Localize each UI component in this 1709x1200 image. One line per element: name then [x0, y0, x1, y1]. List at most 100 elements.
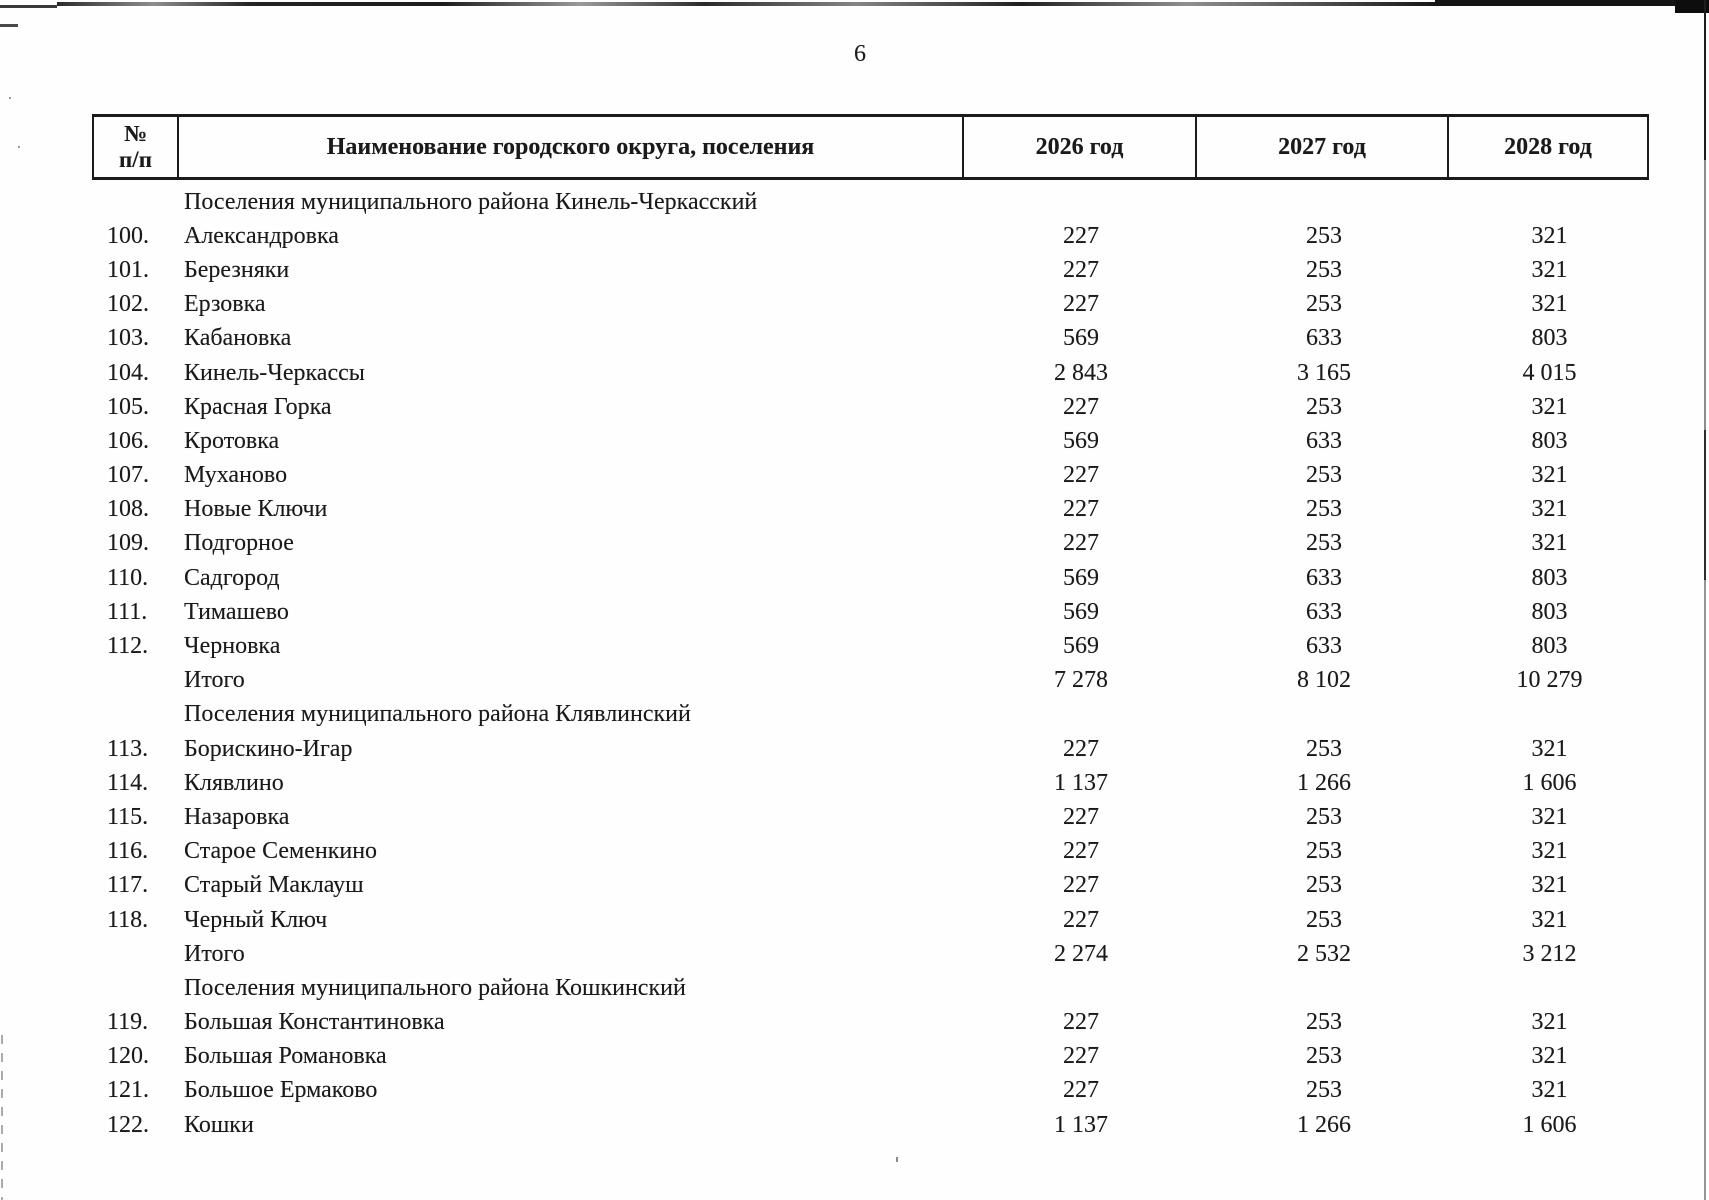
row-number: 116. [107, 838, 149, 865]
table-row: 118. Черный Ключ 227 253 321 [92, 903, 1649, 937]
table-header-row: № п/п Наименование городского округа, по… [92, 114, 1649, 180]
value-2026: 227 [1063, 1009, 1099, 1036]
value-2028: 321 [1531, 393, 1568, 420]
value-2027: 253 [1306, 496, 1342, 523]
total-row: Итого 2 274 2 532 3 212 [92, 937, 1649, 971]
value-2026: 1 137 [1054, 769, 1108, 796]
row-number: 109. [107, 530, 149, 557]
header-cell-year-2026: 2026 год [964, 117, 1197, 177]
settlement-name: Клявлино [184, 769, 284, 796]
value-2027: 253 [1306, 1009, 1342, 1036]
table-row: 105. Красная Горка 227 253 321 [92, 390, 1649, 424]
header-no-symbol: № [123, 121, 148, 147]
settlement-name: Большая Константиновка [184, 1009, 445, 1036]
value-2026: 569 [1063, 427, 1099, 454]
row-number: 121. [107, 1077, 149, 1104]
table-body: Поселения муниципального района Кинель-Ч… [92, 185, 1649, 1142]
row-number: 106. [107, 427, 149, 454]
value-2028: 321 [1531, 496, 1568, 523]
scan-speck [896, 1157, 898, 1162]
settlement-name: Ерзовка [184, 291, 266, 318]
value-2027: 253 [1306, 256, 1342, 283]
value-2027: 253 [1306, 222, 1342, 249]
value-2027: 253 [1306, 530, 1342, 557]
row-number: 114. [107, 769, 149, 796]
scan-artifact-left-edge-dashes [1, 1035, 3, 1200]
value-2026: 569 [1063, 325, 1099, 352]
value-2027: 253 [1306, 462, 1342, 489]
value-2027: 253 [1306, 838, 1342, 865]
row-number: 107. [107, 462, 149, 489]
value-2026: 227 [1063, 393, 1099, 420]
value-2028: 321 [1531, 291, 1568, 318]
table-row: 108. Новые Ключи 227 253 321 [92, 493, 1649, 527]
settlement-name: Старое Семенкино [184, 838, 378, 865]
value-2027: 253 [1306, 393, 1342, 420]
value-2028: 321 [1531, 1009, 1568, 1036]
value-2028: 1 606 [1522, 769, 1577, 796]
settlement-name: Черный Ключ [184, 906, 328, 933]
value-2027: 633 [1306, 564, 1342, 591]
table-row: 121. Большое Ермаково 227 253 321 [92, 1074, 1649, 1108]
table-row: 117. Старый Маклауш 227 253 321 [92, 869, 1649, 903]
settlement-name: Садгород [184, 564, 280, 591]
row-number: 102. [107, 291, 149, 318]
value-2028: 321 [1531, 906, 1568, 933]
section-header-row: Поселения муниципального района Клявлинс… [92, 698, 1649, 732]
table-row: 103. Кабановка 569 633 803 [92, 322, 1649, 356]
value-2026: 2 843 [1054, 359, 1108, 386]
header-no-caption: п/п [119, 147, 152, 172]
page-number: 6 [854, 41, 866, 67]
value-2028: 803 [1531, 427, 1568, 454]
value-2026: 227 [1063, 462, 1099, 489]
value-2026: 227 [1063, 803, 1099, 830]
settlement-name: Березняки [184, 256, 290, 283]
value-2028: 321 [1531, 803, 1568, 830]
value-2027: 253 [1306, 906, 1342, 933]
value-2028: 803 [1531, 564, 1568, 591]
row-number: 111. [107, 598, 148, 625]
settlement-name: Кошки [184, 1111, 254, 1138]
value-2028: 1 606 [1522, 1111, 1577, 1138]
settlement-name: Тимашево [184, 598, 289, 625]
settlement-name: Александровка [184, 222, 339, 249]
section-title: Поселения муниципального района Кошкинск… [184, 974, 686, 1001]
table-row: 115. Назаровка 227 253 321 [92, 800, 1649, 834]
row-number: 110. [107, 564, 149, 591]
value-2028: 321 [1531, 735, 1568, 762]
value-2027: 8 102 [1297, 667, 1351, 694]
header-cell-row-number: № п/п [94, 117, 179, 177]
settlement-name: Итого [184, 940, 245, 967]
value-2027: 1 266 [1297, 769, 1351, 796]
row-number: 119. [107, 1009, 149, 1036]
value-2027: 253 [1306, 735, 1342, 762]
value-2027: 633 [1306, 633, 1342, 660]
row-number: 118. [107, 906, 149, 933]
row-number: 112. [107, 633, 149, 660]
settlement-name: Черновка [184, 633, 281, 660]
table-row: 116. Старое Семенкино 227 253 321 [92, 835, 1649, 869]
value-2026: 227 [1063, 530, 1099, 557]
section-header-row: Поселения муниципального района Кошкинск… [92, 971, 1649, 1005]
scan-speck [18, 146, 20, 148]
value-2026: 569 [1063, 633, 1099, 660]
value-2028: 803 [1531, 598, 1568, 625]
settlement-name: Красная Горка [184, 393, 332, 420]
value-2026: 227 [1063, 291, 1099, 318]
table-row: 104. Кинель-Черкассы 2 843 3 165 4 015 [92, 356, 1649, 390]
value-2028: 3 212 [1522, 940, 1577, 967]
scan-artifact-right-edge-line [1704, 0, 1706, 1200]
value-2026: 569 [1063, 598, 1099, 625]
row-number: 120. [107, 1043, 149, 1070]
row-number: 103. [107, 325, 149, 352]
table-row: 114. Клявлино 1 137 1 266 1 606 [92, 766, 1649, 800]
value-2027: 253 [1306, 291, 1342, 318]
table-row: 101. Березняки 227 253 321 [92, 253, 1649, 287]
value-2028: 321 [1531, 256, 1568, 283]
row-number: 113. [107, 735, 149, 762]
settlement-name: Борискино-Игар [184, 735, 353, 762]
settlement-name: Кабановка [184, 325, 292, 352]
section-title: Поселения муниципального района Кинель-Ч… [184, 188, 758, 215]
table-row: 120. Большая Романовка 227 253 321 [92, 1040, 1649, 1074]
total-row: Итого 7 278 8 102 10 279 [92, 664, 1649, 698]
